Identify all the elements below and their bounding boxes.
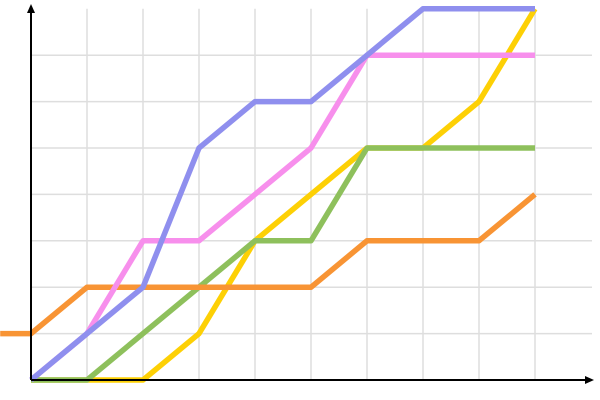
series-orange-line (0, 192, 537, 337)
x-axis-arrow-icon (585, 376, 594, 384)
series-blue-line (29, 6, 535, 383)
y-axis-arrow-icon (27, 4, 35, 13)
series-green-line (31, 145, 535, 383)
series-yellow-line (31, 7, 538, 383)
